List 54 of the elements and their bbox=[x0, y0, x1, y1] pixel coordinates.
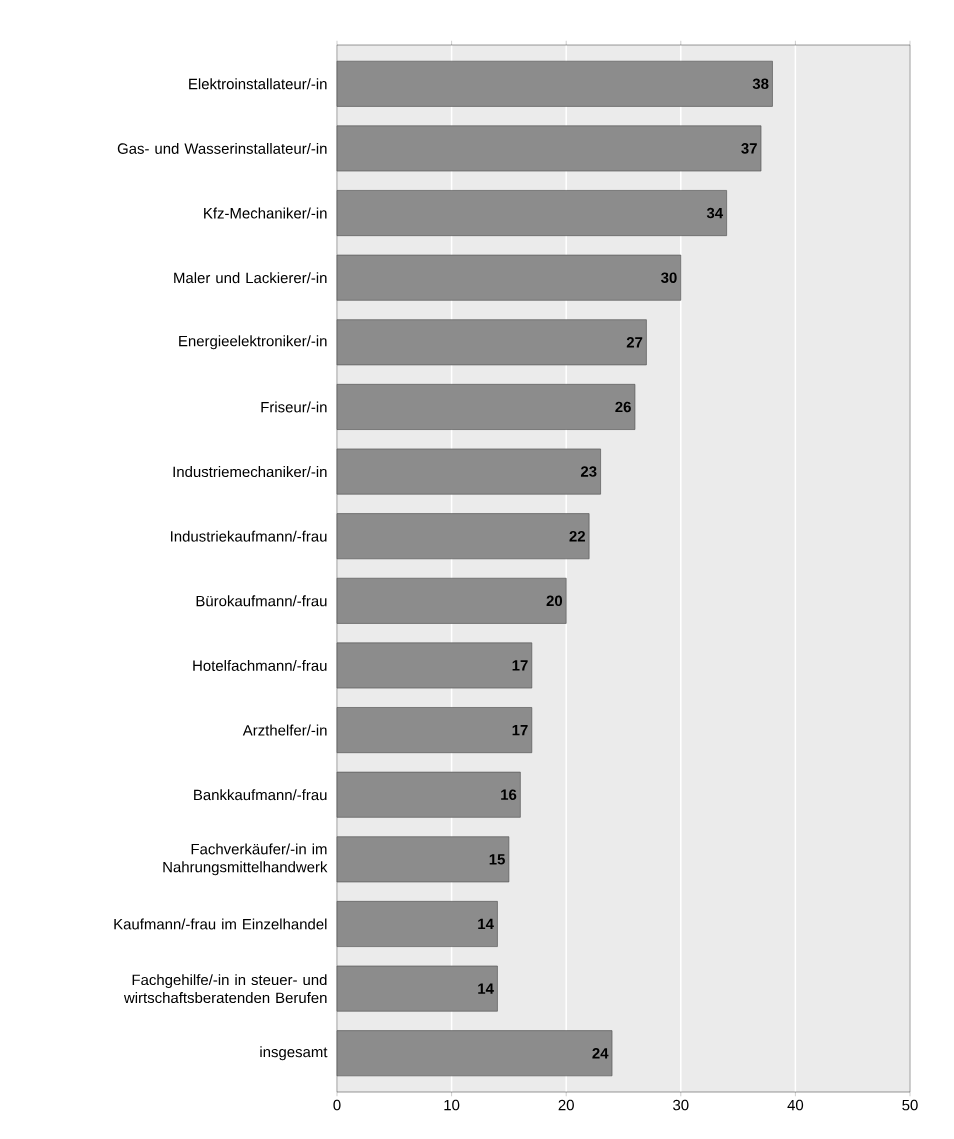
y-tick-label: Fachverkäufer/-in im Nahrungsmittelhandwerk bbox=[163, 843, 328, 876]
y-tick-label: Kaufmann/-frau im Einzelhandel bbox=[114, 918, 327, 930]
x-tick-label: 30 bbox=[673, 1099, 689, 1111]
y-tick-label: Elektroinstallateur/-in bbox=[189, 78, 327, 90]
data-label: 38 bbox=[752, 78, 769, 90]
data-label: 16 bbox=[501, 789, 517, 800]
data-label: 23 bbox=[580, 466, 597, 477]
data-label: 26 bbox=[615, 401, 631, 413]
data-label: 14 bbox=[478, 983, 494, 994]
bar bbox=[336, 577, 567, 624]
y-tick-label: Energieelektroniker/-in bbox=[179, 335, 327, 350]
x-tick-label: 0 bbox=[333, 1099, 341, 1111]
bar bbox=[336, 125, 762, 172]
bar bbox=[336, 190, 727, 236]
x-tick-label: 20 bbox=[558, 1099, 574, 1111]
bar bbox=[336, 254, 682, 301]
y-tick-label: Maler und Lackierer/-in bbox=[174, 272, 327, 284]
data-label: 17 bbox=[512, 660, 528, 671]
y-tick-label: Bankkaufmann/-frau bbox=[194, 789, 327, 801]
data-label: 30 bbox=[661, 272, 677, 283]
y-tick-label: Kfz-Mechaniker/-in bbox=[204, 207, 327, 219]
x-tick-label: 40 bbox=[787, 1099, 804, 1111]
x-tick-label: 50 bbox=[902, 1099, 918, 1111]
data-label: 27 bbox=[626, 337, 643, 348]
data-label: 37 bbox=[741, 143, 757, 154]
bar bbox=[336, 1030, 613, 1077]
y-tick-label: insgesamt bbox=[260, 1046, 328, 1061]
bar bbox=[336, 771, 521, 818]
bar bbox=[336, 513, 590, 560]
y-tick-label: Hotelfachmann/-frau bbox=[193, 659, 327, 671]
bar bbox=[336, 965, 498, 1012]
y-tick-label: Fachgehilfe/-in in steuer- und wirtschaftsberatenden Berufen bbox=[123, 974, 327, 1004]
data-label: 17 bbox=[512, 724, 528, 736]
y-tick-label: Gas- und Wasserinstallateur/-in bbox=[117, 142, 327, 154]
data-label: 24 bbox=[592, 1048, 609, 1059]
y-tick-label: Friseur/-in bbox=[261, 401, 327, 413]
data-label: 15 bbox=[489, 854, 505, 865]
y-tick-label: Industriekaufmann/-frau bbox=[171, 530, 327, 542]
bar bbox=[336, 642, 533, 689]
bar bbox=[336, 60, 773, 107]
bar bbox=[336, 707, 533, 754]
data-label: 34 bbox=[706, 207, 724, 219]
data-label: 22 bbox=[569, 530, 585, 542]
bar bbox=[336, 448, 601, 495]
y-tick-label: Arzthelfer/-in bbox=[242, 724, 327, 736]
bar bbox=[336, 384, 636, 430]
bar bbox=[336, 319, 647, 366]
bar bbox=[336, 901, 498, 947]
bar bbox=[336, 836, 510, 883]
y-tick-label: Bürokaufmann/-frau bbox=[196, 595, 327, 607]
y-tick-label: Industriemechaniker/-in bbox=[173, 466, 327, 478]
data-label: 20 bbox=[546, 595, 563, 607]
x-tick-label: 10 bbox=[444, 1099, 460, 1111]
data-label: 14 bbox=[478, 918, 494, 930]
